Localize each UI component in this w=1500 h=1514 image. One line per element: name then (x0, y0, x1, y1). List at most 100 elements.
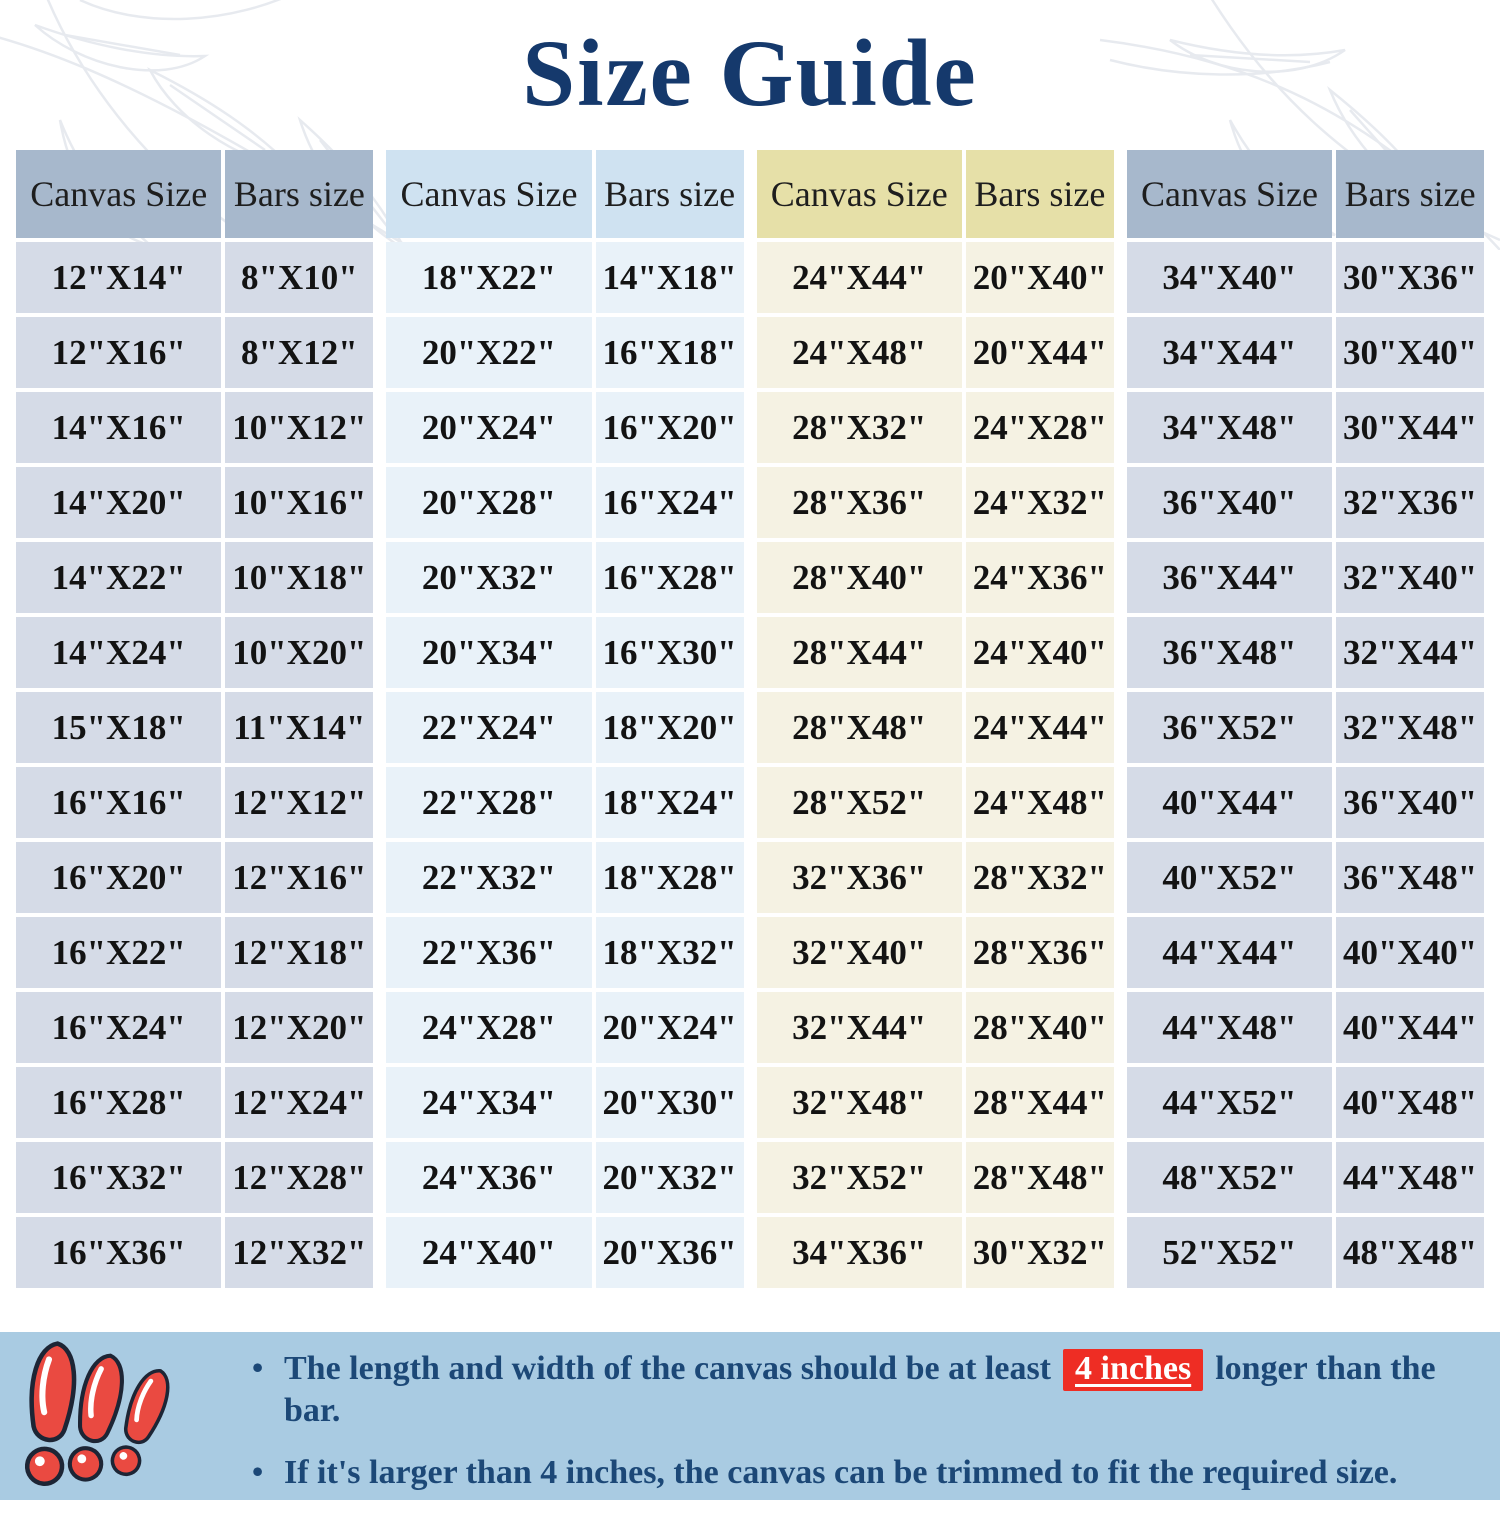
canvas-size-cell: 32"X52" (756, 1142, 962, 1213)
col-header-bars-size: Bars size (965, 150, 1114, 238)
col-header-canvas-size: Canvas Size (386, 150, 592, 238)
bars-size-cell: 16"X30" (595, 617, 744, 688)
bars-size-cell: 16"X18" (595, 317, 744, 388)
canvas-size-cell: 36"X44" (1126, 542, 1333, 613)
four-inches-highlight: 4 inches (1063, 1349, 1204, 1391)
canvas-size-cell: 16"X32" (16, 1142, 222, 1213)
col-header-canvas-size: Canvas Size (16, 150, 222, 238)
canvas-size-cell: 20"X34" (386, 617, 592, 688)
note-line-1: • The length and width of the canvas sho… (252, 1348, 1472, 1432)
bars-size-cell: 20"X44" (965, 317, 1114, 388)
note-text-segment: longer than the bar. (284, 1350, 1436, 1430)
bars-size-cell: 32"X36" (1336, 467, 1484, 538)
canvas-size-cell: 48"X52" (1126, 1142, 1333, 1213)
bars-size-cell: 18"X24" (595, 767, 744, 838)
exclamation-marks-icon (24, 1341, 170, 1486)
bars-size-cell: 32"X40" (1336, 542, 1484, 613)
bars-size-cell: 14"X18" (595, 242, 744, 313)
bars-size-cell: 30"X40" (1336, 317, 1484, 388)
bars-size-cell: 40"X40" (1336, 917, 1484, 988)
bars-size-cell: 32"X48" (1336, 692, 1484, 763)
col-header-canvas-size: Canvas Size (756, 150, 962, 238)
canvas-size-cell: 16"X22" (16, 917, 222, 988)
canvas-size-cell: 40"X44" (1126, 767, 1333, 838)
size-table-4: Canvas Size Bars size 34"X40" 30"X36" 34"X44… (1126, 150, 1484, 1288)
bars-size-cell: 18"X20" (595, 692, 744, 763)
canvas-size-cell: 32"X48" (756, 1067, 962, 1138)
bars-size-cell: 40"X44" (1336, 992, 1484, 1063)
bars-size-cell: 10"X12" (225, 392, 374, 463)
bars-size-cell: 16"X28" (595, 542, 744, 613)
bars-size-cell: 10"X16" (225, 467, 374, 538)
canvas-size-cell: 34"X48" (1126, 392, 1333, 463)
canvas-size-cell: 36"X40" (1126, 467, 1333, 538)
bars-size-cell: 12"X18" (225, 917, 374, 988)
bars-size-cell: 28"X32" (965, 842, 1114, 913)
canvas-size-cell: 20"X22" (386, 317, 592, 388)
page-title: Size Guide (522, 20, 978, 126)
canvas-size-cell: 28"X48" (756, 692, 962, 763)
bars-size-cell: 12"X20" (225, 992, 374, 1063)
bars-size-cell: 20"X32" (595, 1142, 744, 1213)
bars-size-cell: 12"X28" (225, 1142, 374, 1213)
size-table-3: Canvas Size Bars size 24"X44" 20"X40" 24"X48… (756, 150, 1114, 1288)
canvas-size-cell: 28"X36" (756, 467, 962, 538)
bars-size-cell: 20"X30" (595, 1067, 744, 1138)
bars-size-cell: 8"X10" (225, 242, 374, 313)
canvas-size-cell: 16"X36" (16, 1217, 222, 1288)
canvas-size-cell: 44"X44" (1126, 917, 1333, 988)
canvas-size-cell: 40"X52" (1126, 842, 1333, 913)
col-header-bars-size: Bars size (1336, 150, 1484, 238)
note-line-2: • If it's larger than 4 inches, the canv… (252, 1452, 1472, 1494)
canvas-size-cell: 22"X32" (386, 842, 592, 913)
bars-size-cell: 44"X48" (1336, 1142, 1484, 1213)
bars-size-cell: 20"X24" (595, 992, 744, 1063)
bullet-icon: • (252, 1453, 264, 1490)
canvas-size-cell: 14"X16" (16, 392, 222, 463)
canvas-size-cell: 28"X40" (756, 542, 962, 613)
canvas-size-cell: 18"X22" (386, 242, 592, 313)
bars-size-cell: 11"X14" (225, 692, 374, 763)
canvas-size-cell: 14"X24" (16, 617, 222, 688)
canvas-size-cell: 24"X48" (756, 317, 962, 388)
bars-size-cell: 32"X44" (1336, 617, 1484, 688)
canvas-size-cell: 22"X36" (386, 917, 592, 988)
bars-size-cell: 18"X28" (595, 842, 744, 913)
bars-size-cell: 30"X44" (1336, 392, 1484, 463)
size-table-1: Canvas Size Bars size 12"X14" 8"X10" 12"X16"… (16, 150, 374, 1288)
bars-size-cell: 36"X48" (1336, 842, 1484, 913)
bars-size-cell: 24"X44" (965, 692, 1114, 763)
notes: • The length and width of the canvas sho… (252, 1348, 1472, 1514)
canvas-size-cell: 34"X44" (1126, 317, 1333, 388)
col-header-bars-size: Bars size (225, 150, 374, 238)
bars-size-cell: 12"X32" (225, 1217, 374, 1288)
canvas-size-cell: 20"X28" (386, 467, 592, 538)
size-table-2: Canvas Size Bars size 18"X22" 14"X18" 20"X22… (386, 150, 744, 1288)
bars-size-cell: 30"X36" (1336, 242, 1484, 313)
canvas-size-cell: 16"X20" (16, 842, 222, 913)
note-text-segment: The length and width of the canvas shoul… (284, 1350, 1052, 1387)
bars-size-cell: 20"X40" (965, 242, 1114, 313)
canvas-size-cell: 24"X44" (756, 242, 962, 313)
canvas-size-cell: 24"X36" (386, 1142, 592, 1213)
canvas-size-cell: 20"X32" (386, 542, 592, 613)
canvas-size-cell: 44"X52" (1126, 1067, 1333, 1138)
canvas-size-cell: 16"X28" (16, 1067, 222, 1138)
bars-size-cell: 18"X32" (595, 917, 744, 988)
canvas-size-cell: 16"X16" (16, 767, 222, 838)
canvas-size-cell: 14"X22" (16, 542, 222, 613)
bars-size-cell: 12"X12" (225, 767, 374, 838)
bars-size-cell: 36"X40" (1336, 767, 1484, 838)
canvas-size-cell: 28"X52" (756, 767, 962, 838)
bars-size-cell: 20"X36" (595, 1217, 744, 1288)
canvas-size-cell: 20"X24" (386, 392, 592, 463)
canvas-size-cell: 12"X14" (16, 242, 222, 313)
canvas-size-cell: 52"X52" (1126, 1217, 1333, 1288)
bars-size-cell: 24"X48" (965, 767, 1114, 838)
canvas-size-cell: 14"X20" (16, 467, 222, 538)
note-text: The length and width of the canvas shoul… (284, 1349, 1436, 1430)
canvas-size-cell: 32"X36" (756, 842, 962, 913)
canvas-size-cell: 32"X44" (756, 992, 962, 1063)
canvas-size-cell: 44"X48" (1126, 992, 1333, 1063)
bars-size-cell: 16"X24" (595, 467, 744, 538)
